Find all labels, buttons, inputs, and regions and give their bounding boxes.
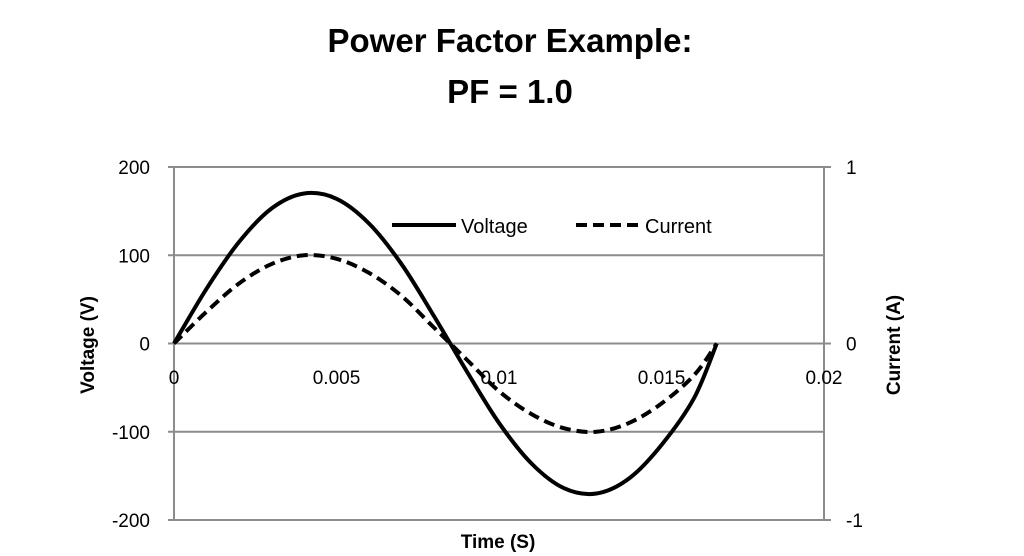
series-line-current xyxy=(172,253,719,434)
y-right-tick-label: 1 xyxy=(846,158,857,179)
grid-lines xyxy=(174,166,824,433)
x-tick-label: 0.01 xyxy=(481,368,518,389)
series-line-voltage xyxy=(172,190,719,497)
legend-current-label: Current xyxy=(645,216,712,238)
chart-title-line1: Power Factor Example: xyxy=(328,22,693,59)
x-tick-label: 0.015 xyxy=(638,368,686,389)
x-tick-label: 0 xyxy=(169,368,180,389)
legend-voltage-label: Voltage xyxy=(461,216,528,238)
x-tick-label: 0.005 xyxy=(313,368,361,389)
y-left-tick-label: -100 xyxy=(112,423,150,444)
y-axis-left-title: Voltage (V) xyxy=(78,296,99,394)
y-left-tick-label: 100 xyxy=(118,246,150,267)
tick-labels: 0 0.005 0.01 0.015 0.02 200 100 0 -100 -200 1 0 -1 xyxy=(112,158,863,532)
legend: Voltage Current xyxy=(392,216,712,238)
chart-title-line2: PF = 1.0 xyxy=(447,73,573,110)
x-axis-title: Time (S) xyxy=(461,532,536,553)
y-axis-right-title: Current (A) xyxy=(884,295,905,395)
x-tick-label: 0.02 xyxy=(806,368,843,389)
y-left-tick-label: -200 xyxy=(112,511,150,532)
series-lines xyxy=(172,190,719,497)
y-right-tick-label: -1 xyxy=(846,511,863,532)
y-left-tick-label: 0 xyxy=(139,335,150,356)
y-left-tick-label: 200 xyxy=(118,158,150,179)
y-right-tick-label: 0 xyxy=(846,335,857,356)
